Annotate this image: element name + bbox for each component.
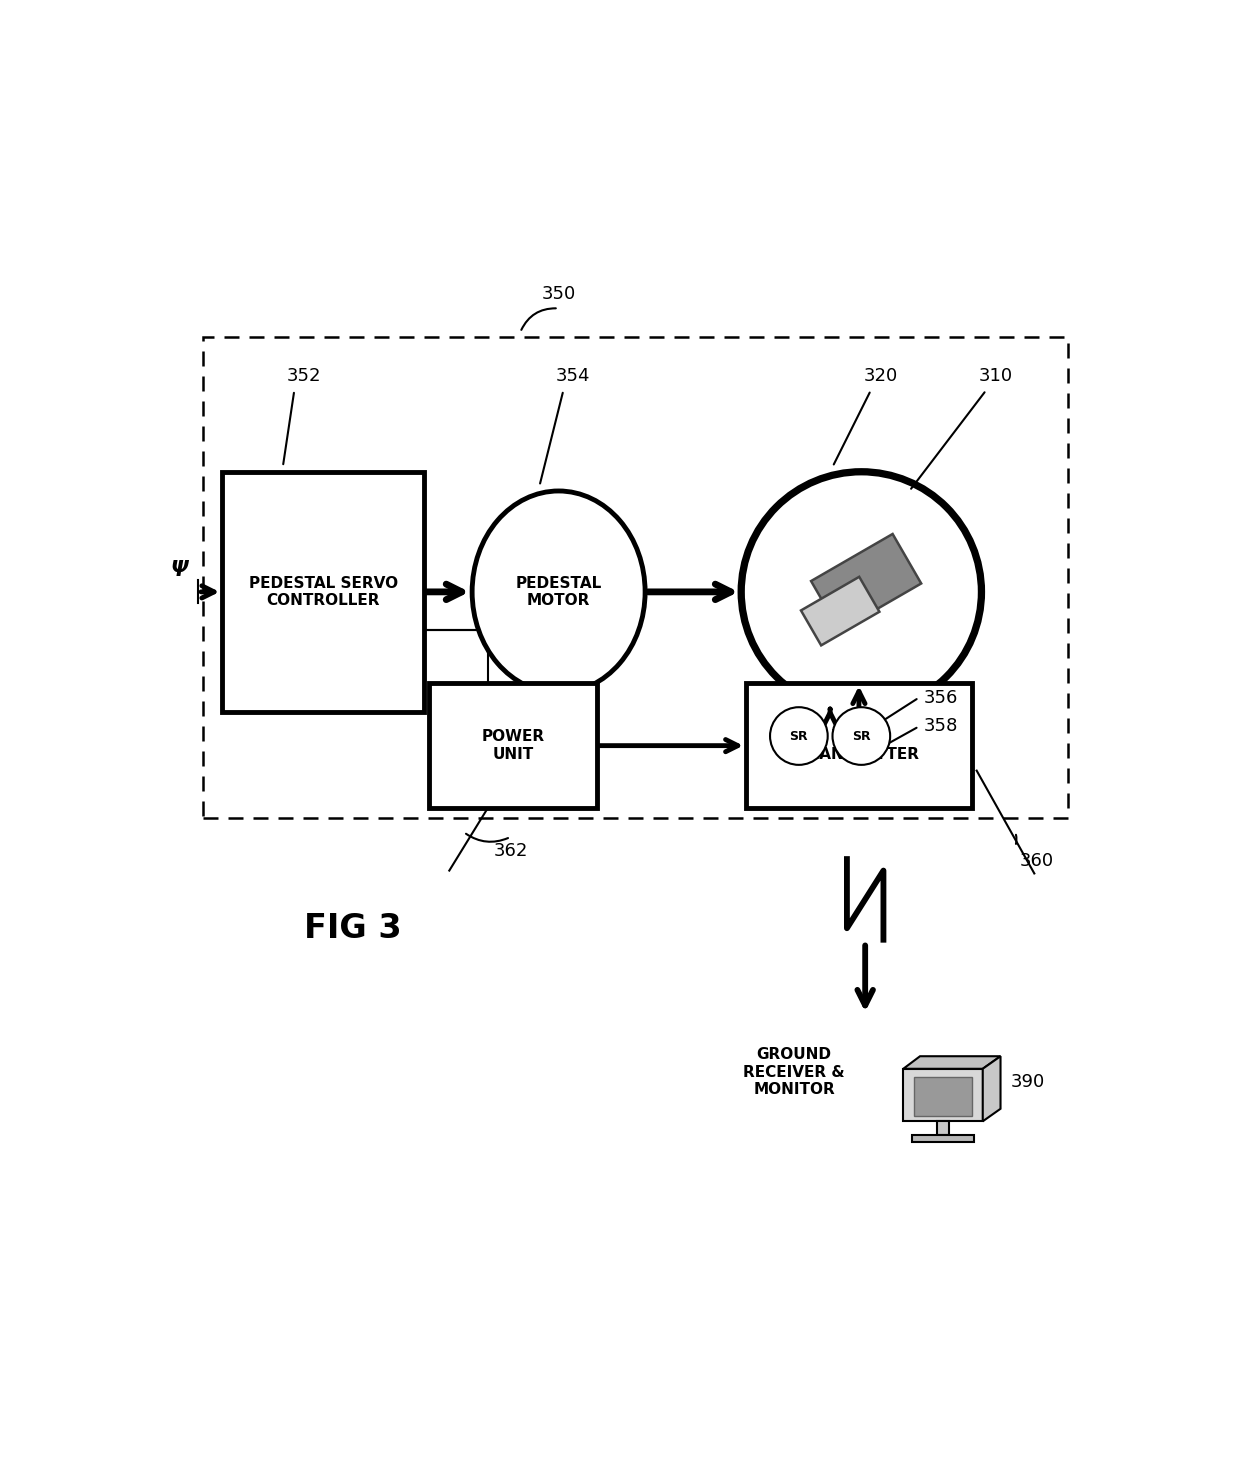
Text: POWER
UNIT: POWER UNIT [481,729,544,761]
Polygon shape [811,534,921,631]
Text: PEDESTAL SERVO
CONTROLLER: PEDESTAL SERVO CONTROLLER [248,575,398,609]
Text: Ψ: Ψ [170,560,188,581]
Polygon shape [903,1056,1001,1069]
Circle shape [770,707,828,764]
Text: 356: 356 [924,688,959,707]
Ellipse shape [472,491,645,692]
Bar [429,684,596,808]
Text: GROUND
RECEIVER &
MONITOR: GROUND RECEIVER & MONITOR [743,1047,844,1097]
Polygon shape [903,1069,983,1121]
Text: 354: 354 [556,367,590,384]
Text: 362: 362 [494,842,528,860]
Text: 320: 320 [863,367,898,384]
Text: PEDESTAL
MOTOR: PEDESTAL MOTOR [516,575,601,609]
Text: 310: 310 [978,367,1013,384]
Text: 360: 360 [1019,852,1054,870]
Bar [746,684,972,808]
Text: 390: 390 [1011,1072,1044,1091]
Circle shape [742,472,982,711]
Text: VIDEO
TRANSMITTER: VIDEO TRANSMITTER [797,729,920,761]
Polygon shape [914,1077,972,1116]
Text: SR: SR [852,729,870,742]
Polygon shape [801,577,879,645]
Polygon shape [983,1056,1001,1121]
Circle shape [832,707,890,764]
Text: FIG 3: FIG 3 [304,911,402,945]
Bar [203,337,1068,817]
Polygon shape [911,1134,975,1143]
Text: SR: SR [790,729,808,742]
Text: 350: 350 [542,285,575,304]
Text: 358: 358 [924,717,959,735]
Polygon shape [936,1121,950,1134]
Bar [222,472,424,711]
Text: 352: 352 [286,367,321,384]
